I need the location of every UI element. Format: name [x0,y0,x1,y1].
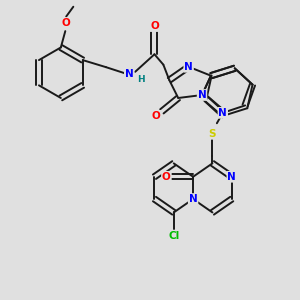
Text: O: O [152,111,160,121]
Text: N: N [227,172,236,182]
Text: N: N [218,108,227,118]
Text: N: N [198,90,206,100]
Text: O: O [162,172,171,182]
Text: S: S [209,129,216,139]
Text: O: O [150,21,159,31]
Text: N: N [125,69,134,79]
Text: O: O [62,18,70,28]
Text: N: N [184,62,193,72]
Text: N: N [189,194,197,204]
Text: H: H [137,75,144,84]
Text: Cl: Cl [168,231,179,241]
